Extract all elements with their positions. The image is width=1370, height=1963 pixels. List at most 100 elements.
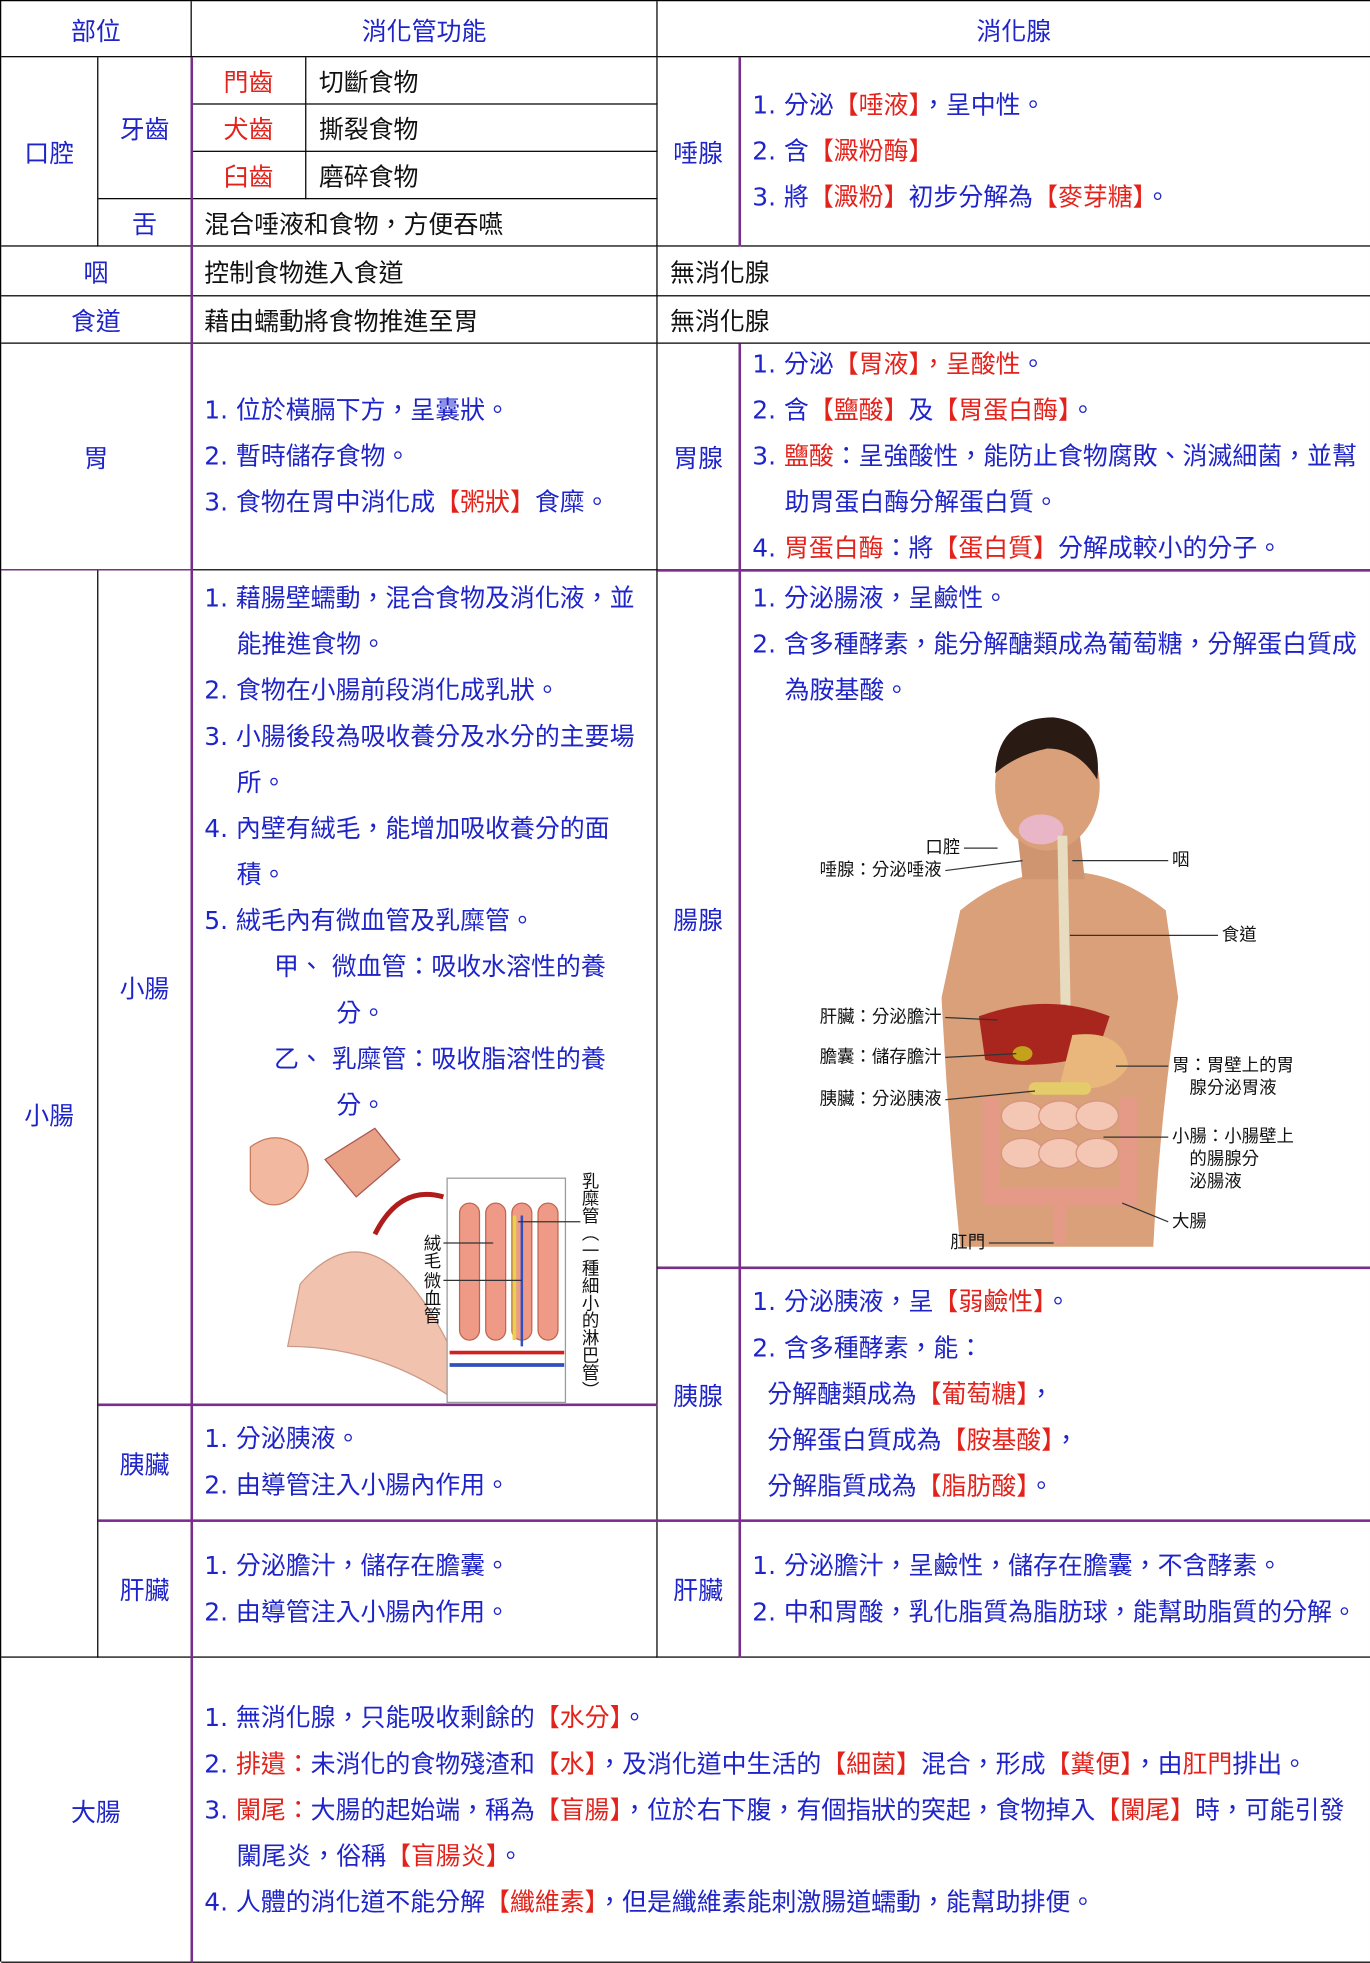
gland-text-text: 無消化腺 — [670, 257, 770, 288]
list-item: 5. 絨毛內有微血管及乳糜管。 — [204, 898, 649, 944]
small-intestine-shape — [1000, 1100, 1045, 1132]
figure-label: 泌腸液 — [1189, 1172, 1241, 1192]
text-run: 4. 內壁有絨毛，能增加吸收養分的面積。 — [204, 813, 610, 890]
villus — [485, 1202, 507, 1341]
figure-label: 胃：胃壁上的胃 — [1172, 1056, 1294, 1076]
list-item: 1. 藉腸壁蠕動，混合食物及消化液，並能推進食物。 — [204, 575, 649, 667]
rule-line — [738, 57, 742, 247]
highlight-run: 胃蛋白酶 — [783, 533, 884, 563]
highlight-run: 【盲腸】 — [534, 1794, 623, 1824]
highlight-run: 肛門 — [1182, 1747, 1233, 1778]
large-intestine-shape — [982, 1097, 1138, 1206]
list-item: 乙、 乳糜管：吸收脂溶性的養分。 — [204, 1036, 649, 1128]
gland-text: 無消化腺 — [657, 246, 1370, 297]
text-run: 。 — [622, 1701, 647, 1732]
highlight-run: 【蛋白質】 — [933, 533, 1058, 563]
text-run: 2. 含 — [752, 394, 809, 425]
list-item: 2. 食物在小腸前段消化成乳狀。 — [204, 668, 649, 714]
figure-label: 乳糜管（一種細小的淋巴管） — [579, 1172, 599, 1399]
list-item: 2. 由導管注入小腸內作用。 — [204, 1589, 649, 1635]
figure-label: 肛門 — [950, 1233, 985, 1253]
highlight-run: 【麥芽糖】 — [1033, 181, 1146, 212]
figure-label: 咽 — [1172, 851, 1189, 871]
highlight-run: 【胃液】，呈酸性 — [833, 348, 1021, 379]
text-run: 4. 人體的消化道不能分解 — [204, 1886, 486, 1917]
leader — [945, 1016, 998, 1021]
intestine-drawing — [249, 1137, 309, 1206]
pancreas-shape — [1028, 1082, 1092, 1095]
list-item: 分解蛋白質成為【胺基酸】， — [752, 1417, 1362, 1463]
villus — [458, 1202, 481, 1341]
part-label: 口腔 — [1, 57, 99, 247]
intestine-tube — [324, 1127, 401, 1198]
tooth-name: 臼齒 — [191, 151, 307, 200]
tooth-function: 撕裂食物 — [306, 104, 658, 152]
part-label: 食道 — [1, 296, 192, 344]
gland-items: 1. 分泌腸液，呈鹼性。 2. 含多種酵素，能分解醣類成為葡萄糖，分解蛋白質成為胺… — [739, 570, 1370, 1268]
text-run: 3. 將 — [752, 181, 809, 212]
figure-label: 腺分泌胃液 — [1189, 1079, 1276, 1099]
text-run: 1. 分泌 — [752, 348, 834, 379]
gland-items: 1. 分泌【胃液】，呈酸性。 2. 含【鹽酸】及【胃蛋白酶】。 3. 鹽酸：呈強酸性… — [739, 343, 1370, 572]
highlight-run: 【澱粉酶】 — [808, 135, 934, 166]
tooth-name: 門齒 — [191, 57, 307, 105]
tooth-function-text: 磨碎食物 — [318, 161, 419, 192]
list-item: 4. 胃蛋白酶：將【蛋白質】分解成較小的分子。 — [752, 526, 1362, 572]
text-run: 3. — [204, 1794, 236, 1824]
highlight-run: 【弱鹼性】 — [933, 1285, 1046, 1316]
highlight-run: 【唾液】 — [833, 89, 921, 120]
text-run: 1. 分泌膽汁，儲存在膽囊。 — [204, 1549, 510, 1580]
figure-label: 絨毛 — [421, 1234, 441, 1269]
header-gland-text: 消化腺 — [976, 15, 1052, 46]
leader — [945, 859, 1023, 872]
small-intestine-shape — [1075, 1137, 1120, 1169]
sub-label-text: 舌 — [132, 209, 157, 240]
text-run: 大腸的起始端，稱為 — [310, 1794, 535, 1824]
text-run: 及 — [908, 394, 934, 425]
text-run: 2. 由導管注入小腸內作用。 — [204, 1596, 510, 1626]
list-item: 1. 無消化腺，只能吸收剩餘的【水分】。 — [204, 1694, 1362, 1740]
text-run: 3. — [752, 440, 784, 471]
text-run: ， — [1053, 1424, 1079, 1455]
highlight-run: 【糞便】 — [1045, 1747, 1133, 1778]
tooth-function-text: 撕裂食物 — [318, 114, 419, 145]
list-item: 4. 人體的消化道不能分解【纖維素】，但是纖維素能刺激腸道蠕動，能幫助排便。 — [204, 1879, 1362, 1925]
rule-line — [190, 57, 194, 1963]
list-item: 分解醣類成為【葡萄糖】， — [752, 1371, 1362, 1417]
mouth-cavity — [1018, 814, 1064, 845]
highlight-run: 【澱粉】 — [808, 181, 909, 212]
figure-label: 胰臟：分泌胰液 — [820, 1090, 942, 1110]
text-run: 1. 分泌膽汁，呈鹼性，儲存在膽囊，不含酵素。 — [752, 1549, 1283, 1580]
highlight-run: 鹽酸 — [783, 440, 834, 471]
figure-label: 小腸：小腸壁上 — [1172, 1127, 1294, 1147]
text-run: 。 — [498, 1840, 524, 1871]
list-item: 1. 分泌腸液，呈鹼性。 — [752, 575, 1362, 621]
tooth-name: 犬齒 — [191, 104, 307, 152]
tooth-name-text: 臼齒 — [223, 161, 274, 192]
list-item: 2. 含【鹽酸】及【胃蛋白酶】。 — [752, 387, 1362, 433]
list-item: 1. 分泌胰液，呈【弱鹼性】。 — [752, 1278, 1362, 1324]
text-run: 食糜。 — [534, 486, 610, 517]
figure-label: 微血管 — [421, 1272, 441, 1324]
text-run: 2. 中和胃酸，乳化脂質為脂肪球，能幫助脂質的分解。 — [752, 1596, 1357, 1626]
text-run: 2. 暫時儲存食物。 — [204, 440, 411, 471]
leader — [1121, 1202, 1169, 1223]
tooth-function: 磨碎食物 — [306, 151, 658, 200]
text-run: 1. 分泌 — [752, 89, 834, 120]
gland-name-text: 肝臟 — [673, 1575, 723, 1606]
part-label-text: 咽 — [83, 257, 109, 288]
gland-name-text: 腸腺 — [673, 905, 723, 936]
list-item: 1. 分泌膽汁，呈鹼性，儲存在膽囊，不含酵素。 — [752, 1542, 1362, 1588]
gland-text-text: 無消化腺 — [670, 306, 770, 337]
list-item: 3. 食物在胃中消化成【粥狀】食糜。 — [204, 479, 649, 525]
highlight-run: 【葡萄糖】 — [916, 1378, 1029, 1408]
text-run: 2. 食物在小腸前段消化成乳狀。 — [204, 675, 560, 705]
list-item: 甲、 微血管：吸收水溶性的養分。 — [204, 944, 649, 1036]
text-run: 分解成較小的分子。 — [1057, 533, 1283, 563]
figure-label: 食道 — [1222, 925, 1257, 945]
text-run: 2. 含多種酵素，能： — [752, 1332, 984, 1362]
stomach-shape — [1059, 1034, 1129, 1089]
figure-label: 的腸腺分 — [1189, 1150, 1259, 1170]
figure-label: 肝臟：分泌膽汁 — [820, 1008, 942, 1028]
list-item: 2. 排遺：未消化的食物殘渣和【水】，及消化道中生活的【細菌】混合，形成【糞便】… — [204, 1741, 1362, 1787]
